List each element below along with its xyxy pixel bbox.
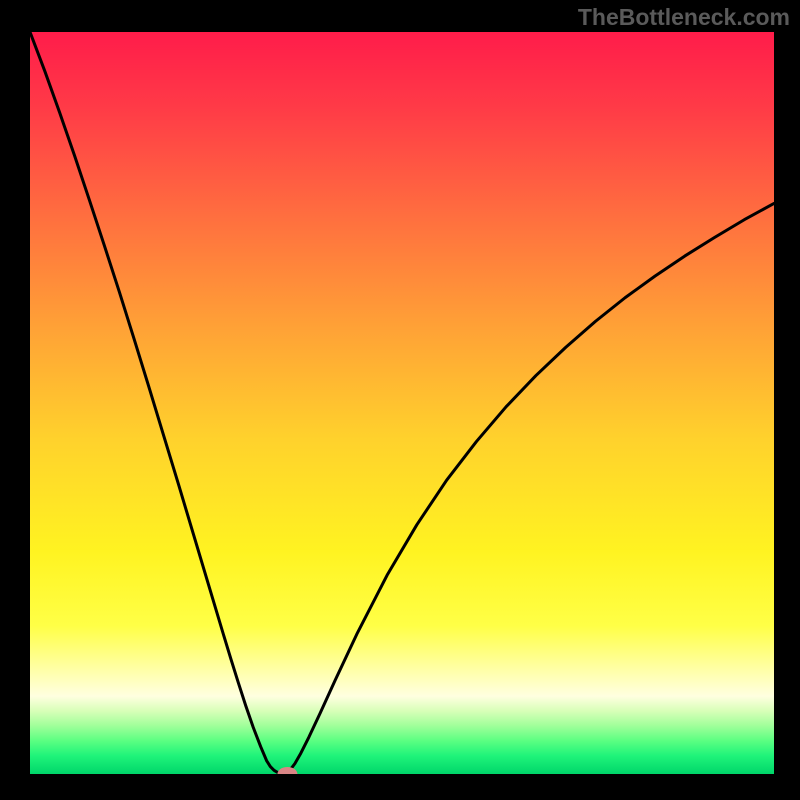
curve-left-branch — [30, 32, 284, 774]
optimal-point-marker — [277, 767, 297, 774]
plot-container — [30, 32, 774, 774]
curve-right-branch — [284, 203, 774, 774]
bottleneck-curve — [30, 32, 774, 774]
watermark-text: TheBottleneck.com — [578, 4, 790, 31]
